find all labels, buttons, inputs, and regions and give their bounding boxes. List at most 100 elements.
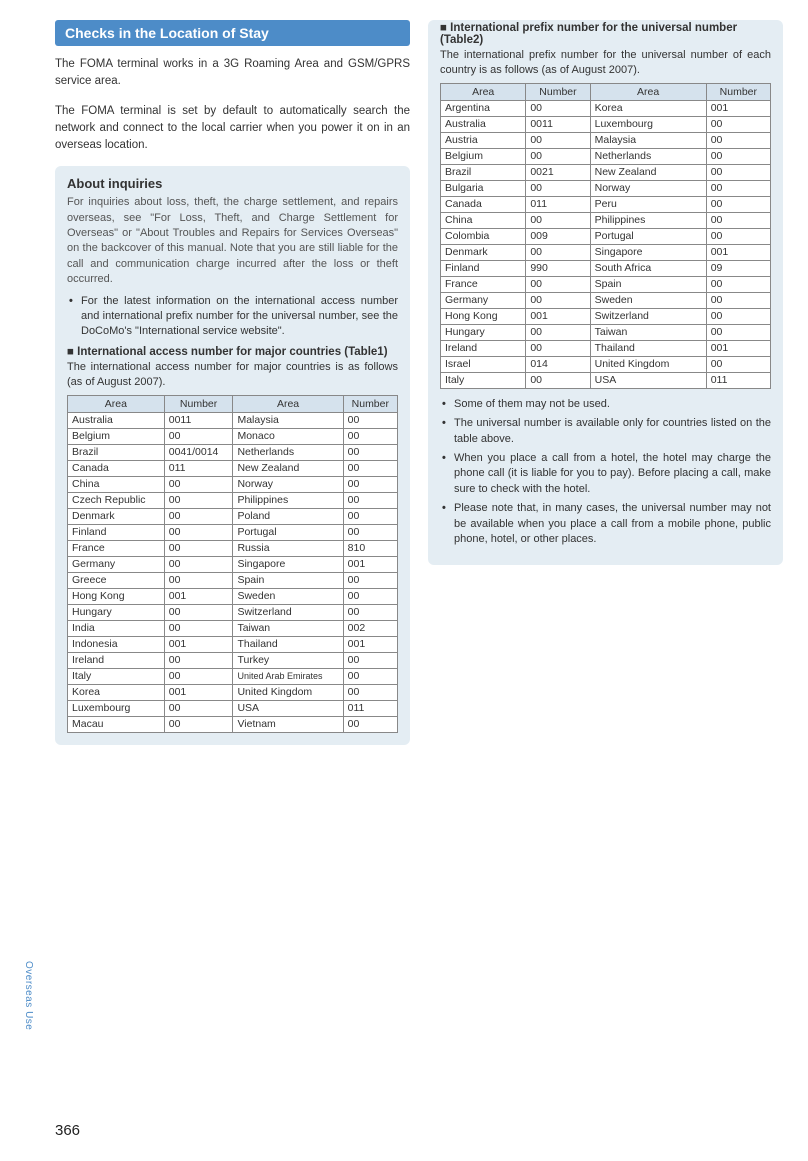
table-cell: 00	[343, 572, 397, 588]
table-cell: USA	[233, 700, 343, 716]
universal-number-box: International prefix number for the univ…	[428, 20, 783, 565]
about-inquiries-box: About inquiries For inquiries about loss…	[55, 166, 410, 744]
table-row: Brazil0041/0014Netherlands00	[68, 444, 398, 460]
table-cell: 00	[164, 604, 233, 620]
table-row: Canada011New Zealand00	[68, 460, 398, 476]
table-cell: 011	[706, 372, 770, 388]
table-cell: 990	[526, 260, 590, 276]
intro-paragraph-2: The FOMA terminal is set by default to a…	[55, 103, 410, 155]
table-cell: Denmark	[441, 244, 526, 260]
table-cell: Philippines	[590, 212, 706, 228]
table-row: Czech Republic00Philippines00	[68, 492, 398, 508]
table-cell: 00	[164, 492, 233, 508]
table-cell: 011	[526, 196, 590, 212]
table-cell: Germany	[441, 292, 526, 308]
table-cell: Australia	[68, 412, 165, 428]
table-cell: 00	[343, 588, 397, 604]
table-cell: 00	[706, 148, 770, 164]
table-row: Hungary00Switzerland00	[68, 604, 398, 620]
table-cell: Hungary	[441, 324, 526, 340]
table-cell: Portugal	[233, 524, 343, 540]
table-cell: 001	[706, 244, 770, 260]
table-cell: Denmark	[68, 508, 165, 524]
table-cell: Thailand	[590, 340, 706, 356]
table-cell: 00	[706, 164, 770, 180]
table-cell: 00	[526, 212, 590, 228]
table-header: Number	[343, 395, 397, 412]
table-cell: Poland	[233, 508, 343, 524]
table-cell: 00	[526, 180, 590, 196]
table-cell: 00	[526, 340, 590, 356]
table-cell: 00	[343, 604, 397, 620]
table-cell: Italy	[68, 668, 165, 684]
table-cell: Ireland	[441, 340, 526, 356]
table-row: Australia0011Luxembourg00	[441, 116, 771, 132]
table-cell: Israel	[441, 356, 526, 372]
table-cell: Italy	[441, 372, 526, 388]
table2-heading: International prefix number for the univ…	[440, 22, 771, 46]
table-cell: Luxembourg	[68, 700, 165, 716]
table-row: China00Norway00	[68, 476, 398, 492]
table-cell: Canada	[441, 196, 526, 212]
table-cell: Taiwan	[590, 324, 706, 340]
table-row: China00Philippines00	[441, 212, 771, 228]
table-cell: Hong Kong	[68, 588, 165, 604]
table-row: Indonesia001Thailand001	[68, 636, 398, 652]
section-heading: Checks in the Location of Stay	[55, 20, 410, 46]
table-cell: United Kingdom	[233, 684, 343, 700]
table-cell: 001	[706, 340, 770, 356]
table-cell: 00	[164, 428, 233, 444]
table-cell: 00	[706, 212, 770, 228]
table-cell: Norway	[233, 476, 343, 492]
table-cell: Vietnam	[233, 716, 343, 732]
table-row: Greece00Spain00	[68, 572, 398, 588]
table-row: Hong Kong001Sweden00	[68, 588, 398, 604]
table-cell: Singapore	[590, 244, 706, 260]
table-cell: 001	[526, 308, 590, 324]
table-cell: Bulgaria	[441, 180, 526, 196]
table-cell: 014	[526, 356, 590, 372]
table-cell: 00	[526, 100, 590, 116]
table-cell: Greece	[68, 572, 165, 588]
table-cell: 00	[526, 148, 590, 164]
table-cell: 00	[706, 180, 770, 196]
table-cell: 00	[343, 492, 397, 508]
table-cell: 00	[706, 276, 770, 292]
table-cell: 00	[526, 372, 590, 388]
table-cell: Hong Kong	[441, 308, 526, 324]
table-cell: Australia	[441, 116, 526, 132]
table-cell: Switzerland	[233, 604, 343, 620]
table-cell: Sweden	[590, 292, 706, 308]
note-bullet: Some of them may not be used.	[440, 397, 771, 412]
table-cell: 00	[343, 476, 397, 492]
table-row: Germany00Singapore001	[68, 556, 398, 572]
table-cell: Spain	[590, 276, 706, 292]
table-cell: 00	[343, 524, 397, 540]
table-cell: 001	[164, 636, 233, 652]
table-cell: France	[68, 540, 165, 556]
table-cell: 00	[164, 556, 233, 572]
table-cell: Belgium	[68, 428, 165, 444]
table-cell: 011	[164, 460, 233, 476]
table-cell: New Zealand	[233, 460, 343, 476]
table-cell: China	[68, 476, 165, 492]
about-inquiries-title: About inquiries	[67, 176, 398, 191]
table-cell: United Kingdom	[590, 356, 706, 372]
table-row: Ireland00Turkey00	[68, 652, 398, 668]
table-cell: Sweden	[233, 588, 343, 604]
table-row: Argentina00Korea001	[441, 100, 771, 116]
note-bullet: The universal number is available only f…	[440, 416, 771, 447]
table-cell: 00	[164, 620, 233, 636]
table-cell: Turkey	[233, 652, 343, 668]
table-cell: 00	[526, 292, 590, 308]
table-cell: New Zealand	[590, 164, 706, 180]
table-cell: Russia	[233, 540, 343, 556]
table-cell: China	[441, 212, 526, 228]
table-cell: 00	[343, 684, 397, 700]
table-cell: 009	[526, 228, 590, 244]
table-cell: 001	[164, 684, 233, 700]
table-header: Area	[233, 395, 343, 412]
table-cell: India	[68, 620, 165, 636]
table-cell: 001	[164, 588, 233, 604]
table-cell: 00	[706, 228, 770, 244]
